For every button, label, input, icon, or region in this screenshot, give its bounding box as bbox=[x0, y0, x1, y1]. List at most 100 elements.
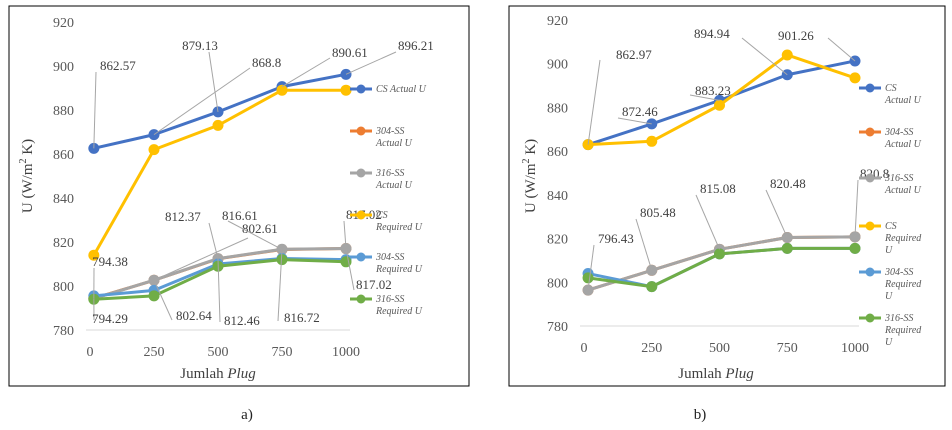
y-tick-label: 820 bbox=[547, 233, 568, 248]
chart-frame bbox=[8, 5, 470, 387]
y-tick-label: 900 bbox=[547, 58, 568, 73]
y-tick-label: 800 bbox=[547, 276, 568, 291]
legend-swatch-marker bbox=[356, 126, 366, 136]
data-label-leader bbox=[343, 220, 347, 249]
y-tick-label: 820 bbox=[53, 236, 74, 251]
x-tick-label: 750 bbox=[272, 345, 293, 360]
legend-entry-label: 316-SS bbox=[375, 294, 404, 305]
data-label-leader bbox=[153, 237, 249, 281]
data-label-leader bbox=[587, 244, 595, 291]
data-label: 816.61 bbox=[222, 208, 258, 223]
data-label-leader bbox=[277, 249, 283, 322]
legend-entry-label: 316-SS bbox=[884, 313, 913, 324]
data-label-leader bbox=[345, 248, 355, 291]
x-tick-label: 0 bbox=[87, 345, 94, 360]
data-label: 820.48 bbox=[770, 176, 806, 191]
y-tick-label: 920 bbox=[547, 14, 568, 29]
legend-entry-label: Required U bbox=[375, 264, 423, 275]
legend-entry-label: Required bbox=[884, 279, 922, 290]
data-label: 894.94 bbox=[694, 26, 730, 41]
data-label: 805.48 bbox=[640, 205, 676, 220]
data-label: 862.57 bbox=[100, 58, 136, 73]
legend-entry-label: CS bbox=[885, 221, 897, 232]
y-axis-label: U (W/m2 K) bbox=[521, 139, 539, 213]
data-point-cs_required bbox=[849, 72, 861, 84]
data-label-leader bbox=[281, 57, 331, 88]
y-tick-label: 780 bbox=[547, 320, 568, 335]
legend-entry-label: U bbox=[885, 291, 893, 302]
legend-swatch-marker bbox=[865, 313, 875, 323]
data-label-leader bbox=[227, 220, 283, 250]
x-tick-label: 1000 bbox=[332, 345, 360, 360]
data-label-leader bbox=[208, 222, 219, 259]
data-point-cs_required bbox=[714, 99, 725, 111]
legend-swatch-marker bbox=[865, 83, 875, 93]
data-label-leader bbox=[854, 179, 859, 237]
legend-swatch-marker bbox=[356, 168, 366, 178]
data-label: 816.72 bbox=[284, 310, 320, 325]
legend-swatch-marker bbox=[356, 210, 366, 220]
data-label-leader bbox=[617, 117, 652, 125]
legend-entry-label: 304-SS bbox=[375, 126, 404, 137]
y-tick-label: 880 bbox=[53, 104, 74, 119]
data-point-cs_required bbox=[148, 144, 160, 156]
data-label-leader bbox=[93, 71, 97, 149]
legend-entry-label: CS bbox=[885, 83, 897, 94]
data-label-leader bbox=[765, 189, 788, 238]
x-tick-label: 500 bbox=[709, 341, 730, 356]
data-point-ss316_required bbox=[714, 248, 725, 260]
data-point-cs_required bbox=[212, 119, 224, 131]
data-point-cs_required bbox=[276, 84, 288, 96]
data-label: 802.64 bbox=[176, 308, 212, 323]
y-tick-label: 880 bbox=[547, 101, 568, 116]
x-tick-label: 750 bbox=[777, 341, 798, 356]
x-axis-label: Jumlah Plug bbox=[678, 366, 754, 382]
data-point-ss316_required bbox=[781, 242, 793, 254]
chart-panel-b: 780 800 820 840 860 880 900 920 0 250 500 750 1000 U … bbox=[508, 5, 946, 423]
legend-entry-label: U bbox=[885, 245, 893, 256]
data-point-cs_required bbox=[88, 249, 100, 261]
legend-entry-label: Actual U bbox=[884, 185, 922, 196]
x-tick-label: 250 bbox=[641, 341, 662, 356]
data-point-ss316_required bbox=[582, 272, 594, 284]
data-label: 868.8 bbox=[252, 55, 281, 70]
data-point-cs_required bbox=[646, 135, 658, 147]
chart-panel-a: 780 800 820 840 860 880 900 920 0 250 500 750 1000 U … bbox=[8, 5, 470, 423]
legend-entry-label: Required U bbox=[375, 306, 423, 317]
panel-caption: b) bbox=[694, 407, 707, 423]
data-label-leader bbox=[345, 51, 397, 75]
legend-entry-label: Required U bbox=[375, 222, 423, 233]
data-label: 890.61 bbox=[332, 45, 368, 60]
legend-entry-label: 316-SS bbox=[375, 168, 404, 179]
data-label-leader bbox=[587, 59, 601, 145]
legend-entry-label: 316-SS bbox=[884, 173, 913, 184]
data-label: 794.38 bbox=[92, 254, 128, 269]
data-point-ss316_required bbox=[340, 256, 352, 268]
data-label: 896.21 bbox=[398, 38, 434, 53]
legend-entry-label: Required bbox=[884, 325, 922, 336]
data-label: 815.08 bbox=[700, 181, 736, 196]
legend-entry-label: Actual U bbox=[375, 180, 413, 191]
y-tick-label: 860 bbox=[53, 148, 74, 163]
y-tick-label: 780 bbox=[53, 324, 74, 339]
data-label: 812.46 bbox=[224, 313, 260, 328]
y-axis-label: U (W/m2 K) bbox=[18, 139, 36, 213]
data-label-leader bbox=[695, 194, 720, 250]
x-tick-label: 500 bbox=[208, 345, 229, 360]
legend-swatch-marker bbox=[865, 127, 875, 137]
data-point-ss316_required bbox=[849, 242, 861, 254]
y-tick-label: 920 bbox=[53, 16, 74, 31]
legend-swatch-marker bbox=[356, 294, 366, 304]
data-label-leader bbox=[635, 218, 653, 271]
data-label: 812.37 bbox=[165, 209, 201, 224]
legend-swatch-marker bbox=[865, 221, 875, 231]
data-label-leader bbox=[217, 258, 221, 323]
x-tick-label: 250 bbox=[144, 345, 165, 360]
legend-entry-label: 304-SS bbox=[375, 252, 404, 263]
data-label-leader bbox=[827, 37, 856, 62]
legend-swatch-marker bbox=[865, 173, 875, 183]
legend-entry-label: Actual U bbox=[375, 138, 413, 149]
data-label-leader bbox=[153, 67, 251, 136]
